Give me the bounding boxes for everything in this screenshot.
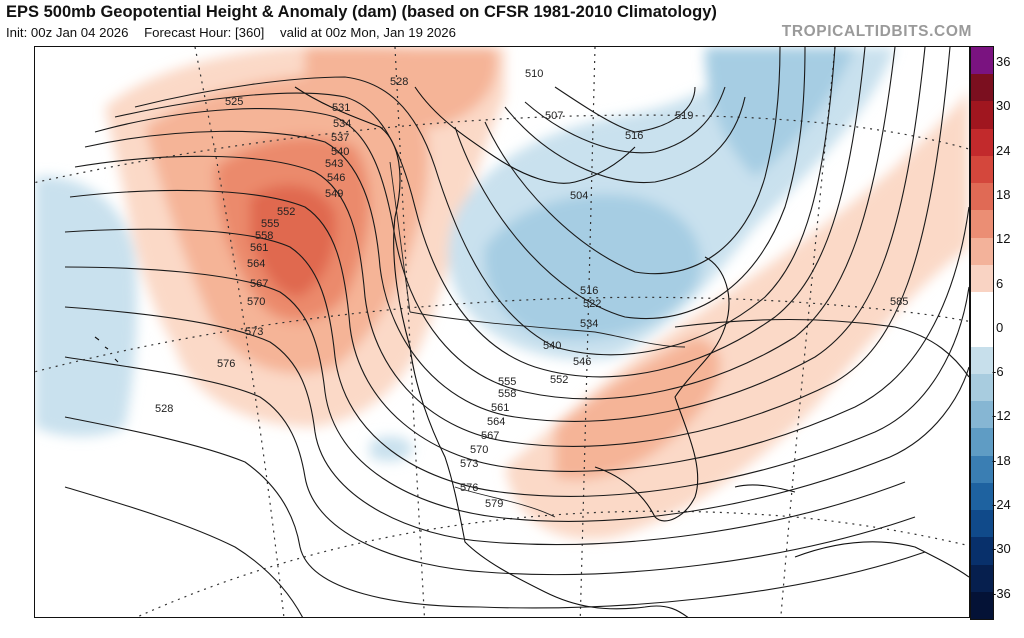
chart-subtitle: Init: 00z Jan 04 2026 Forecast Hour: [36… [6,25,468,40]
contour-label: 534 [580,318,598,330]
contour-label: 579 [485,498,503,510]
contour-label: 516 [580,285,598,297]
contour-label: 522 [583,298,601,310]
colorbar-segment [971,428,993,457]
political-borders [389,161,686,518]
contour-labels: 504 507 510 516 516 519 522 525 528 528 531 534 534 5… [155,68,908,510]
site-watermark: TROPICALTIDBITS.COM [781,23,972,40]
valid-time: valid at 00z Mon, Jan 19 2026 [280,25,456,40]
colorbar-segment [971,537,993,566]
contour-label: 564 [247,258,265,270]
contour-label: 576 [460,482,478,494]
height-anomaly-map: 504 507 510 516 516 519 522 525 528 528 531 534 534 5… [35,47,969,617]
init-time: Init: 00z Jan 04 2026 [6,25,129,40]
contour-label: 534 [333,118,351,130]
colorbar-segment [971,319,993,348]
map-panel: 504 507 510 516 516 519 522 525 528 528 531 534 534 5… [34,46,970,618]
contour-label: 573 [460,458,478,470]
chart-title: EPS 500mb Geopotential Height & Anomaly … [6,3,717,21]
contour-label: 546 [573,356,591,368]
contour-label: 558 [498,388,516,400]
contour-label: 525 [225,96,243,108]
contour-label: 546 [327,172,345,184]
contour-label: 537 [331,132,349,144]
colorbar-segment [971,183,993,211]
colorbar-tick-label: 0 [996,319,1004,335]
contour-label: 573 [245,326,263,338]
colorbar-tick-label: 24 [996,142,1011,158]
colorbar-segment [971,210,993,239]
colorbar-segment [971,401,993,429]
colorbar-segment [971,292,993,320]
contour-label: 564 [487,416,505,428]
cold-anomaly-canada-mid [484,194,702,340]
colorbar-tick-label: 30 [996,98,1011,114]
colorbar-segment [971,128,993,157]
height-contours [64,47,969,617]
contour-label: 543 [325,158,343,170]
contour-label: 570 [247,296,265,308]
contour-label: 555 [498,376,516,388]
colorbar-tick-label: -24 [992,497,1011,512]
contour-label: 561 [250,242,268,254]
colorbar-segment [971,237,993,266]
colorbar-segment [971,510,993,538]
cold-anomaly-baja [370,436,413,462]
colorbar-tick-label: -6 [992,364,1004,380]
colorbar-segment [971,155,993,184]
colorbar-segment [971,346,993,375]
colorbar-tick-label: -30 [992,541,1011,557]
colorbar-segment [971,74,993,102]
contour-label: 561 [491,402,509,414]
contour-label: 540 [543,340,561,352]
colorbar-segment [971,264,993,293]
contour-label: 555 [261,218,279,230]
contour-label: 567 [250,278,268,290]
colorbar-segment [971,591,993,620]
contour-label: 567 [481,430,499,442]
colorbar-segment [971,47,993,75]
warm-anomaly-arctic [305,47,497,127]
colorbar-segment [971,564,993,593]
contour-label: 504 [570,190,588,202]
colorbar-tick-label: 18 [996,186,1011,202]
colorbar-segment [971,373,993,402]
cold-anomaly-greenland [705,47,855,177]
anomaly-colorbar [970,46,994,620]
contour-label: 552 [550,374,568,386]
contour-label: 558 [255,230,273,242]
contour-label: 570 [470,444,488,456]
contour-label: 585 [890,296,908,308]
colorbar-tick-label: -18 [992,452,1011,468]
colorbar-segment [971,482,993,511]
contour-label: 510 [525,68,543,80]
colorbar-segment [971,101,993,130]
contour-label: 528 [155,403,173,415]
colorbar-tick-label: -36 [992,585,1011,601]
contour-label: 528 [390,76,408,88]
warm-anomaly-pacific-core [250,185,336,297]
contour-label: 549 [325,188,343,200]
contour-label: 519 [675,110,693,122]
colorbar-tick-label: 6 [996,275,1004,291]
colorbar-tick-label: 36 [996,54,1011,69]
contour-label: 531 [332,102,350,114]
contour-label: 576 [217,358,235,370]
colorbar-segment [971,455,993,484]
colorbar-tick-label: 12 [996,231,1011,247]
contour-label: 552 [277,206,295,218]
colorbar-tick-label: -12 [992,408,1011,424]
contour-label: 516 [625,130,643,142]
warm-anomaly-atlantic-mid [555,337,721,480]
forecast-hour: Forecast Hour: [360] [144,25,265,40]
cold-anomaly-west-pacific [35,176,137,437]
contour-label: 507 [545,110,563,122]
contour-label: 540 [331,146,349,158]
